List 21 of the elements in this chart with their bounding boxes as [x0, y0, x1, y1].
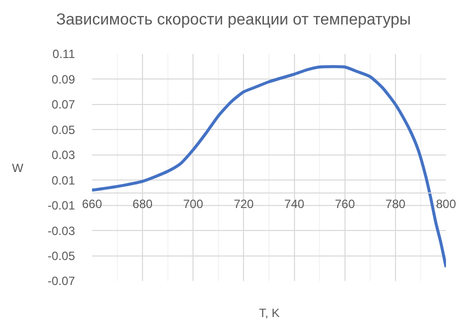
- y-tick-label: 0.01: [52, 173, 76, 188]
- y-tick-label: -0.03: [48, 224, 76, 238]
- y-tick-label: -0.05: [48, 248, 76, 263]
- x-tick-label: 800: [436, 197, 456, 212]
- y-axis-title: W: [12, 161, 24, 175]
- y-tick-label: -0.07: [48, 274, 76, 288]
- y-tick-label: 0.11: [52, 47, 76, 62]
- x-axis-title: T, K: [259, 306, 280, 320]
- x-tick-label: 700: [183, 197, 204, 212]
- x-tick-label: 760: [334, 197, 356, 212]
- x-tick-label: 680: [132, 197, 153, 212]
- x-tick-label: 740: [284, 197, 305, 212]
- x-tick-label: 780: [385, 197, 406, 212]
- chart-title: Зависимость скорости реакции от температуры: [56, 11, 411, 28]
- x-tick-label: 720: [234, 197, 254, 212]
- y-tick-label: 0.03: [52, 148, 76, 162]
- y-tick-label: 0.07: [52, 98, 76, 112]
- x-tick-label: 660: [82, 197, 102, 212]
- y-tick-label: -0.01: [48, 198, 76, 213]
- y-tick-label: 0.05: [52, 122, 76, 137]
- y-tick-label: 0.09: [52, 72, 76, 86]
